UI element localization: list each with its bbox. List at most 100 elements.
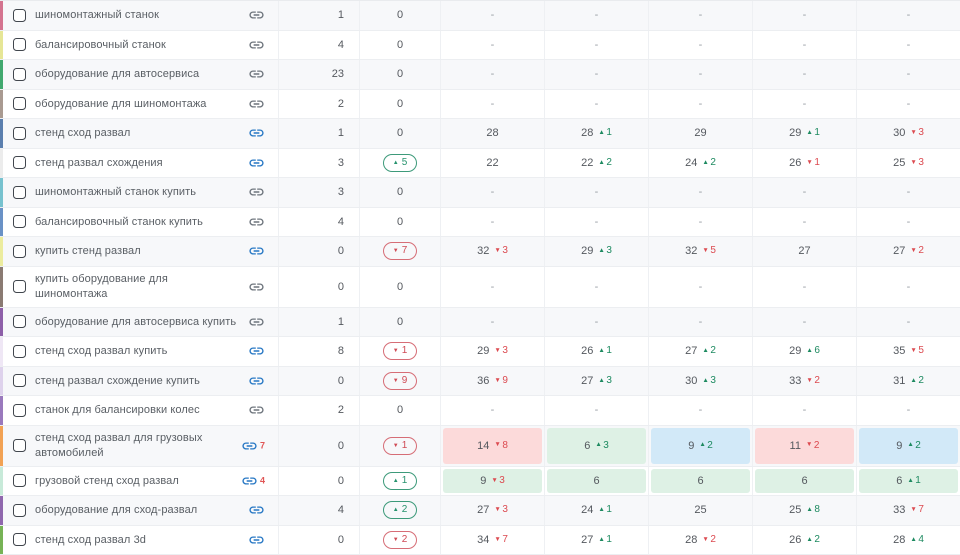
row-checkbox[interactable]	[13, 68, 26, 81]
position-cell-inner: -	[547, 310, 646, 335]
link-icon[interactable]	[248, 343, 265, 360]
keyword-cell: грузовой стенд сход развал 4	[0, 467, 278, 496]
no-position-dash: -	[595, 68, 599, 80]
position-cell: -	[856, 396, 960, 425]
link-icon[interactable]	[248, 184, 265, 201]
no-position-dash: -	[699, 216, 703, 228]
delta-value: 1	[915, 476, 921, 486]
position-value: 29	[477, 345, 489, 357]
link-icon[interactable]	[241, 472, 258, 489]
row-checkbox[interactable]	[13, 439, 26, 452]
row-checkbox[interactable]	[13, 533, 26, 546]
keyword-cell: оборудование для шиномонтажа	[0, 90, 278, 119]
up-arrow-icon: ▲	[598, 348, 604, 355]
link-icon[interactable]	[248, 531, 265, 548]
link-icon[interactable]	[241, 437, 258, 454]
row-checkbox[interactable]	[13, 474, 26, 487]
no-position-dash: -	[595, 404, 599, 416]
link-icon[interactable]	[248, 154, 265, 171]
group-color-marker	[0, 178, 3, 207]
position-cell-inner: -	[651, 62, 750, 87]
row-checkbox[interactable]	[13, 215, 26, 228]
position-cell: -	[648, 396, 752, 425]
row-checkbox[interactable]	[13, 280, 26, 293]
link-icon[interactable]	[248, 95, 265, 112]
no-position-dash: -	[491, 216, 495, 228]
row-checkbox[interactable]	[13, 245, 26, 258]
position-cell-inner: 27▲2	[651, 339, 750, 364]
link-icon[interactable]	[248, 502, 265, 519]
position-cell-inner: -	[547, 3, 646, 28]
group-color-marker	[0, 426, 3, 466]
no-position-dash: -	[595, 98, 599, 110]
position-value: 9	[480, 475, 486, 487]
link-icon[interactable]	[248, 313, 265, 330]
position-cell: -	[648, 267, 752, 307]
keyword-label: стенд развал схождения	[35, 156, 163, 170]
position-delta: ▲1	[598, 128, 612, 138]
position-value: 33	[893, 504, 905, 516]
row-checkbox[interactable]	[13, 345, 26, 358]
position-delta: ▲3	[598, 246, 612, 256]
queries-count-cell: 1	[278, 119, 359, 148]
no-position-dash: -	[699, 9, 703, 21]
link-icon[interactable]	[248, 372, 265, 389]
queries-count-cell: 3	[278, 178, 359, 207]
delta-value: 2	[710, 535, 716, 545]
row-checkbox[interactable]	[13, 9, 26, 22]
link-icon[interactable]	[248, 66, 265, 83]
no-position-dash: -	[803, 404, 807, 416]
table-row: оборудование для автосервиса купить 1 0 …	[0, 308, 960, 338]
link-icon[interactable]	[248, 125, 265, 142]
position-value: 27	[581, 534, 593, 546]
position-cell-inner: -	[443, 210, 542, 235]
keyword-label: стенд сход развал для грузовых автомобил…	[35, 431, 202, 460]
row-checkbox[interactable]	[13, 38, 26, 51]
delta-value: 7	[502, 535, 508, 545]
change-cell: 0	[359, 60, 440, 89]
position-cell: -	[544, 208, 648, 237]
position-cell: 32▼5	[648, 237, 752, 266]
row-checkbox[interactable]	[13, 404, 26, 417]
position-cell-inner: 25▼3	[859, 151, 958, 176]
position-value: 28	[893, 534, 905, 546]
row-checkbox[interactable]	[13, 156, 26, 169]
delta-value: 5	[710, 246, 716, 256]
change-value: 1	[402, 476, 408, 486]
row-checkbox[interactable]	[13, 186, 26, 199]
link-icon[interactable]	[248, 213, 265, 230]
position-cell: 27	[752, 237, 856, 266]
change-cell: 0	[359, 178, 440, 207]
link-wrap	[248, 243, 265, 260]
row-checkbox[interactable]	[13, 374, 26, 387]
position-cell-inner: -	[859, 62, 958, 87]
down-arrow-icon: ▼	[910, 130, 916, 137]
row-checkbox[interactable]	[13, 97, 26, 110]
no-position-dash: -	[595, 186, 599, 198]
position-cell: -	[440, 308, 544, 337]
link-icon[interactable]	[248, 7, 265, 24]
link-icon[interactable]	[248, 36, 265, 53]
position-cell: -	[752, 1, 856, 30]
row-checkbox[interactable]	[13, 127, 26, 140]
position-cell-inner: 26▼1	[755, 151, 854, 176]
row-checkbox[interactable]	[13, 315, 26, 328]
position-cell-inner: 27▲1	[547, 528, 646, 553]
position-cell: 30▼3	[856, 119, 960, 148]
position-value: 28	[581, 127, 593, 139]
position-cell: -	[856, 60, 960, 89]
position-cell: 6	[544, 467, 648, 496]
queries-count-cell: 23	[278, 60, 359, 89]
link-icon[interactable]	[248, 243, 265, 260]
position-cell: -	[752, 90, 856, 119]
change-value: 2	[402, 535, 408, 545]
row-checkbox[interactable]	[13, 504, 26, 517]
link-icon[interactable]	[248, 278, 265, 295]
up-arrow-icon: ▲	[393, 160, 399, 166]
down-arrow-icon: ▼	[494, 537, 500, 544]
delta-value: 1	[606, 505, 612, 515]
no-position-dash: -	[907, 316, 911, 328]
up-arrow-icon: ▲	[393, 507, 399, 513]
delta-value: 3	[606, 246, 612, 256]
link-icon[interactable]	[248, 402, 265, 419]
